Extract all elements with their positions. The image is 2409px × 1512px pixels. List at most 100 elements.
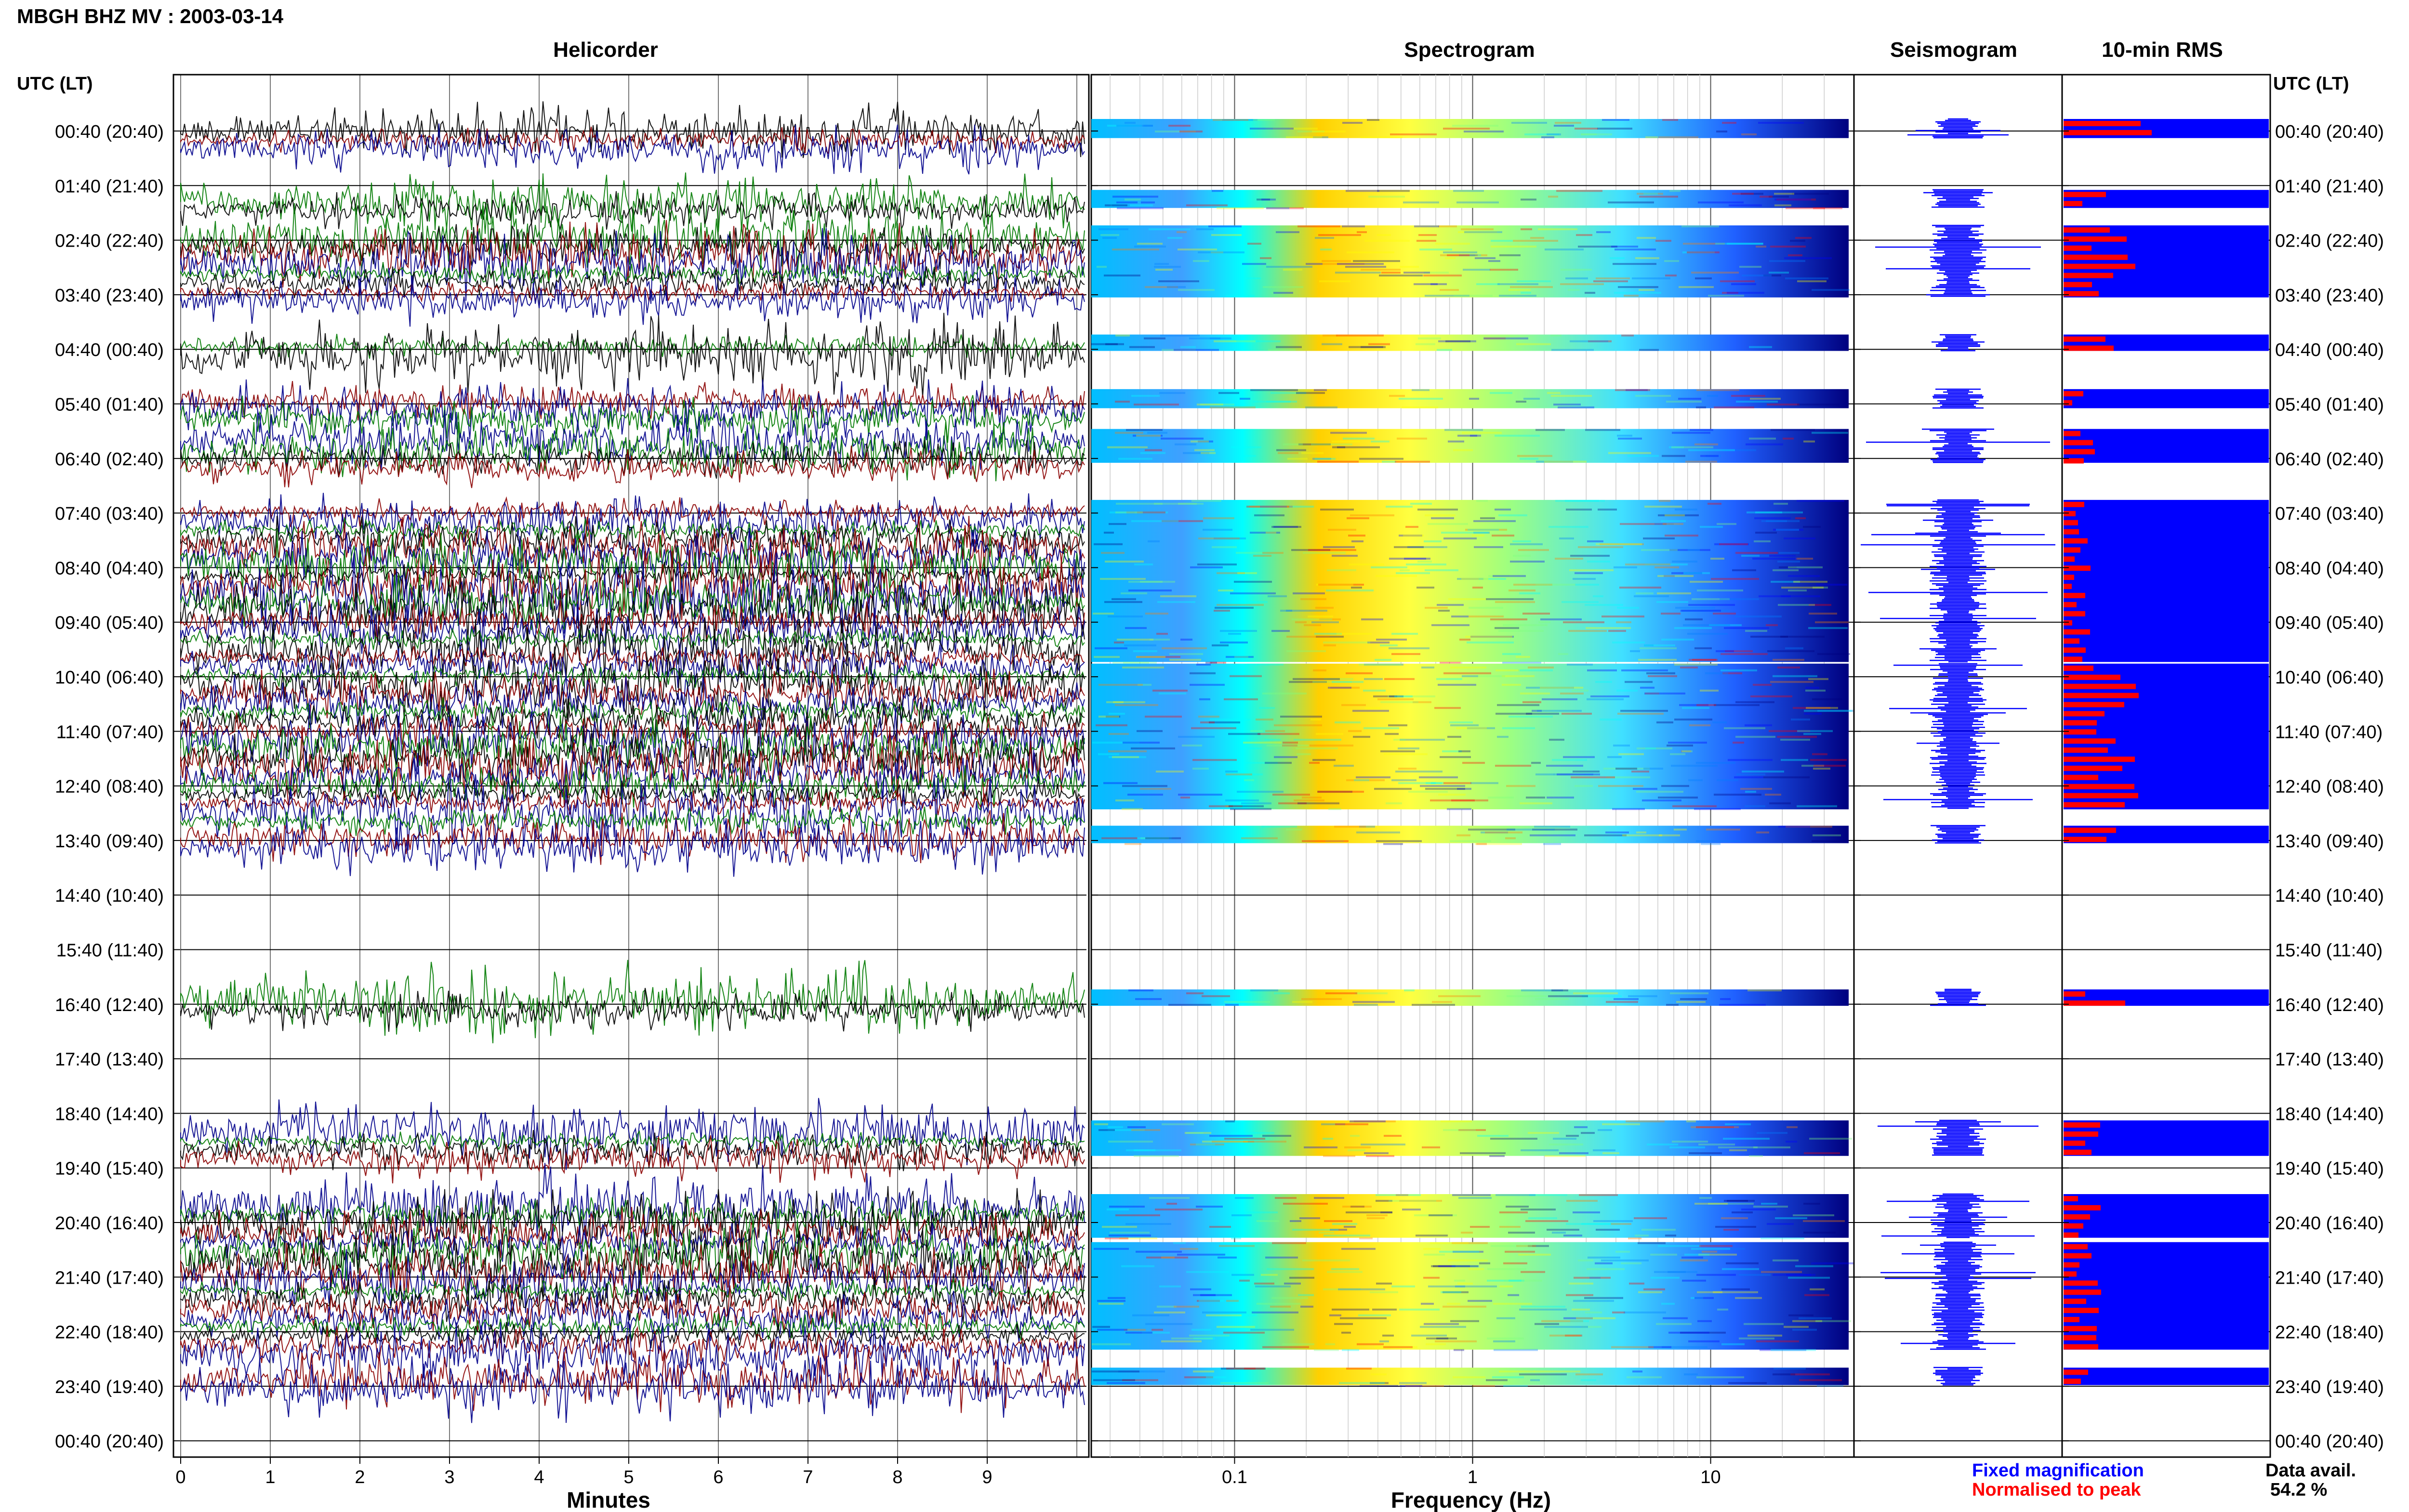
spectrogram-cell [1769, 260, 1805, 262]
spectrogram-cell [1304, 1146, 1337, 1149]
spectrogram-cell [1212, 644, 1229, 646]
spectrogram-cell [1232, 601, 1268, 603]
spectrogram-cell [1299, 1217, 1320, 1220]
spectrogram-cell [1670, 753, 1685, 755]
rms-normalised-bar [2064, 1196, 2078, 1202]
spectrogram-cell [1224, 1138, 1265, 1140]
spectrogram-cell [1752, 557, 1797, 560]
spectrogram-cell [1815, 621, 1849, 623]
spectrogram-cell [1521, 989, 1563, 992]
spectrogram-cell [1518, 1253, 1551, 1256]
spectrogram-cell [1315, 458, 1336, 460]
spectrogram-cell [1810, 1288, 1825, 1290]
spectrogram-cell [1178, 248, 1217, 250]
spectrogram-cell [1647, 1144, 1678, 1146]
spectrogram-cell [1209, 1135, 1253, 1137]
spectrogram-cell [1223, 1331, 1265, 1334]
spectrogram-cell [1584, 834, 1627, 837]
spectrogram-cell [1447, 736, 1461, 738]
spectrogram-cell [1198, 537, 1240, 539]
spectrogram-cell [1158, 280, 1199, 282]
spectrogram-cell [1196, 1144, 1215, 1146]
spectrogram-cell [1438, 225, 1457, 227]
helicorder-trace [180, 275, 1085, 327]
spectrogram-cell [1243, 1141, 1286, 1143]
spectrogram-cell [1562, 601, 1599, 603]
spectrogram-cell [1462, 432, 1502, 434]
spectrogram-cell [1480, 517, 1495, 519]
spectrogram-cell [1104, 601, 1142, 603]
spectrogram-cell [1161, 1256, 1175, 1259]
spectrogram-cell [1486, 1379, 1508, 1381]
spectrogram-cell [1454, 1349, 1464, 1351]
spectrogram-cell [1600, 543, 1644, 545]
spectrogram-cell [1306, 263, 1323, 265]
helicorder-trace [180, 779, 1085, 809]
spectrogram-cell [1622, 834, 1662, 837]
spectrogram-cell [1520, 692, 1550, 695]
spectrogram-cell [1108, 1297, 1125, 1299]
rms-fixed-bar [2064, 1242, 2269, 1350]
spectrogram-cell [1319, 618, 1341, 620]
rms-normalised-bar [2064, 991, 2085, 997]
spectrogram-cell [1294, 799, 1324, 802]
spectrogram-cell [1209, 721, 1240, 723]
spectrogram-cell [1555, 557, 1583, 560]
spectrogram-cell [1261, 826, 1297, 828]
spectrogram-cell [1327, 1271, 1363, 1273]
spectrogram-cell [1618, 753, 1644, 755]
spectrogram-cell [1734, 776, 1763, 778]
spectrogram-cell [1727, 242, 1763, 245]
spectrogram-cell [1530, 237, 1544, 239]
spectrogram-cell [1575, 572, 1603, 574]
spectrogram-cell [1231, 1237, 1241, 1240]
spectrogram-cell [1145, 1323, 1192, 1325]
spectrogram-cell [1812, 753, 1827, 755]
spectrogram-cell [1363, 689, 1386, 692]
spectrogram-cell [1780, 738, 1810, 741]
spectrogram-cell [1332, 1223, 1357, 1225]
spectrogram-cell [1221, 1367, 1266, 1370]
spectrogram-cell [1397, 437, 1427, 440]
spectrogram-cell [1376, 840, 1422, 842]
helicorder-trace [180, 1163, 1085, 1244]
spectrogram-cell [1661, 520, 1686, 522]
spectrogram-cell [1634, 1217, 1667, 1220]
spectrogram-cell [1266, 400, 1291, 403]
spectrogram-cell [1389, 695, 1403, 697]
rms-normalised-bar [2064, 575, 2074, 580]
spectrogram-cell [1694, 1203, 1728, 1205]
spectrogram-cell [1711, 578, 1759, 580]
rms-normalised-bar [2064, 1262, 2079, 1268]
spectrogram-cell [1444, 429, 1483, 431]
spectrogram-cell [1548, 995, 1588, 998]
spectrogram-cell [1788, 589, 1807, 592]
spectrogram-cell [1750, 397, 1781, 400]
spectrogram-cell [1626, 1120, 1665, 1123]
spectrogram-cell [1105, 204, 1127, 207]
helicorder-trace [180, 530, 1085, 608]
spectrogram-cell [1724, 1200, 1748, 1202]
spectrogram-cell [1644, 644, 1675, 646]
spectrogram-cell [1624, 294, 1639, 297]
spectrogram-cell [1792, 1320, 1822, 1322]
spectrogram-cell [1141, 201, 1155, 204]
spectrogram-cell [1777, 560, 1800, 563]
helicorder-trace [180, 279, 1085, 303]
spectrogram-cell [1644, 644, 1654, 646]
spectrogram-cell [1321, 1123, 1345, 1126]
spectrogram-cell [1691, 1297, 1703, 1299]
spectrogram-cell [1492, 1376, 1524, 1379]
spectrogram-cell [1503, 1262, 1527, 1264]
spectrogram-cell [1745, 724, 1772, 726]
spectrogram-cell [1608, 201, 1654, 204]
spectrogram-cell [1722, 122, 1736, 124]
row-label-right: 16:40 (12:40) [2275, 995, 2384, 1015]
spectrogram-cell [1732, 569, 1756, 571]
spectrogram-cell [1150, 638, 1170, 641]
spectrogram-cell [1643, 193, 1658, 195]
spectrogram-cell [1578, 546, 1623, 548]
spectrogram-cell [1293, 678, 1340, 680]
spectrogram-cell [1225, 799, 1259, 802]
spectrogram-cell [1206, 1314, 1242, 1316]
